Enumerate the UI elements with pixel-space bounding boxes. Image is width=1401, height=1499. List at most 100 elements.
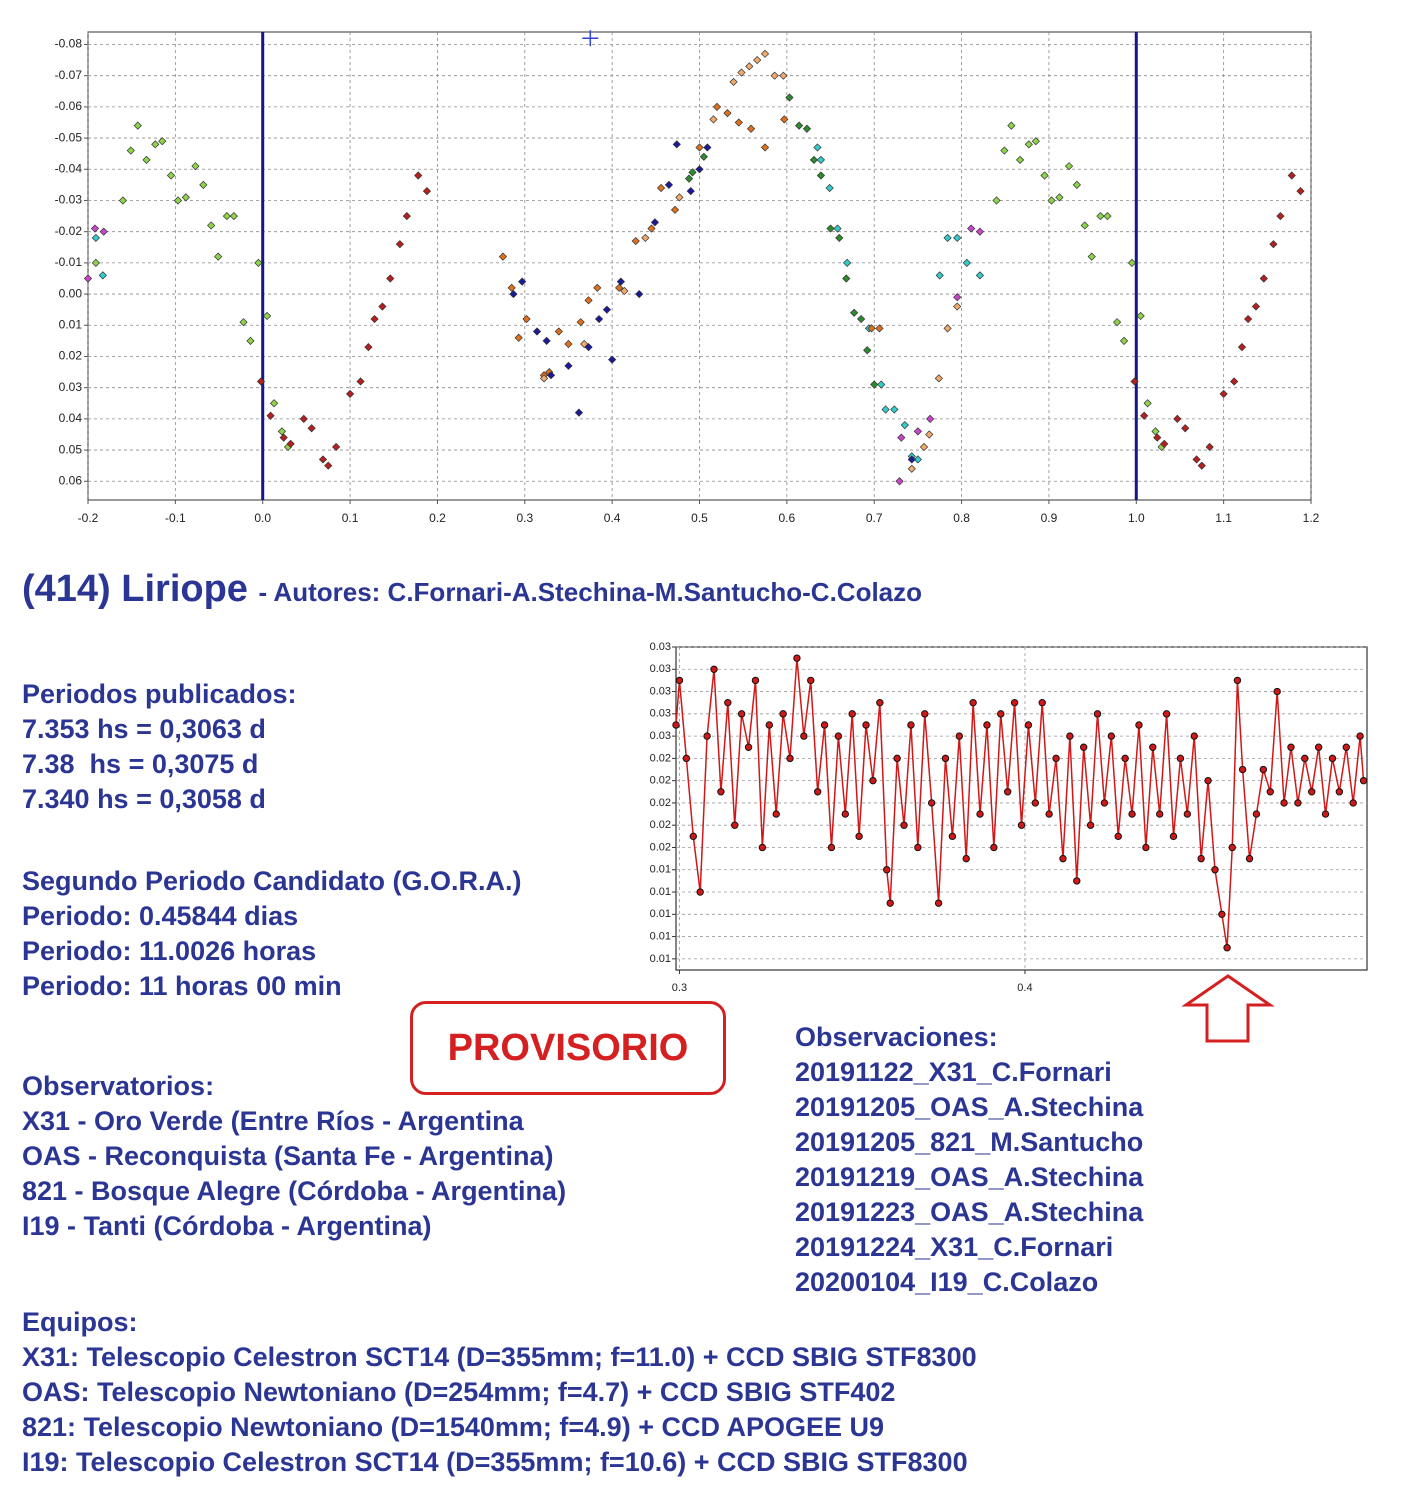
point — [779, 71, 788, 80]
x-tick-label: 1.0 — [1128, 511, 1145, 525]
point — [1112, 318, 1122, 327]
point — [962, 854, 970, 863]
point — [532, 327, 542, 336]
block-line: 20191224_X31_C.Fornari — [795, 1232, 1114, 1262]
point — [1308, 788, 1316, 796]
point — [576, 318, 585, 327]
point — [91, 258, 100, 267]
point — [953, 293, 962, 302]
block-heading: Segundo Periodo Candidato (G.O.R.A.) — [22, 866, 522, 896]
point — [1259, 765, 1268, 774]
point — [214, 252, 223, 261]
point — [737, 710, 746, 718]
point — [1153, 433, 1162, 442]
point — [934, 374, 943, 383]
point — [554, 327, 563, 336]
point — [760, 143, 770, 152]
point — [1335, 788, 1344, 796]
point — [734, 118, 743, 127]
x-tick-label: 0.8 — [953, 511, 970, 525]
point — [664, 180, 674, 189]
arrow — [1181, 974, 1275, 1043]
point — [656, 183, 666, 193]
point — [1024, 721, 1033, 729]
point — [269, 399, 279, 408]
point — [897, 433, 906, 442]
point — [826, 224, 835, 233]
point — [913, 455, 922, 464]
point — [584, 296, 593, 305]
block-line: 20191219_OAS_A.Stechina — [795, 1162, 1144, 1192]
y-tick-label: 0.01 — [650, 864, 671, 876]
y-tick-label: 0.01 — [59, 317, 83, 331]
point — [118, 196, 128, 205]
point — [1064, 162, 1074, 171]
point — [546, 371, 556, 380]
point — [318, 455, 328, 464]
point — [820, 721, 829, 729]
point — [635, 289, 644, 299]
point — [542, 336, 551, 345]
point — [345, 389, 355, 399]
point — [173, 196, 183, 205]
point — [1128, 810, 1136, 818]
y-tick-label: 0.02 — [650, 841, 671, 853]
point — [875, 324, 884, 333]
point — [1135, 721, 1143, 729]
y-tick-label: -0.06 — [55, 99, 83, 113]
point — [1251, 302, 1261, 311]
point — [695, 143, 704, 152]
point — [514, 333, 523, 342]
point — [744, 743, 753, 751]
point — [827, 843, 836, 852]
x-tick-label: 0.2 — [429, 511, 446, 525]
point — [1127, 258, 1137, 267]
point — [594, 314, 604, 324]
point — [717, 788, 725, 796]
point — [907, 721, 915, 729]
point — [703, 143, 712, 152]
y-tick-label: 0.02 — [650, 775, 671, 787]
block-line: Periodo: 11.0026 horas — [22, 936, 317, 966]
point — [955, 732, 964, 740]
point — [976, 810, 984, 818]
point — [356, 377, 365, 386]
point — [1280, 799, 1288, 807]
point — [158, 137, 167, 146]
point — [835, 233, 844, 243]
point — [876, 698, 884, 707]
point — [962, 258, 971, 267]
point — [299, 414, 308, 423]
point — [786, 754, 794, 763]
point — [1237, 343, 1247, 352]
point — [926, 414, 935, 423]
point — [953, 233, 962, 243]
point — [286, 439, 295, 448]
point — [239, 318, 248, 327]
point — [990, 843, 998, 852]
point — [1103, 211, 1112, 221]
point — [1151, 427, 1160, 436]
point — [608, 355, 617, 364]
point — [1017, 821, 1026, 829]
y-tick-label: 0.01 — [650, 886, 671, 898]
point — [1055, 193, 1064, 202]
point — [386, 274, 395, 283]
point — [1003, 788, 1012, 796]
point — [83, 274, 93, 283]
x-tick-label: -0.2 — [78, 511, 99, 525]
point — [850, 308, 859, 317]
point — [672, 140, 681, 149]
block-line: 20191122_X31_C.Fornari — [795, 1057, 1112, 1087]
point — [975, 227, 985, 236]
point — [953, 302, 962, 311]
point — [1140, 411, 1149, 420]
point — [518, 277, 527, 286]
point — [133, 121, 142, 130]
point — [813, 143, 822, 152]
point — [1269, 240, 1278, 249]
point — [1233, 676, 1242, 685]
block-line: Periodo: 0.45844 dias — [22, 901, 299, 931]
point — [712, 102, 722, 111]
x-tick-label: 1.2 — [1303, 511, 1320, 525]
